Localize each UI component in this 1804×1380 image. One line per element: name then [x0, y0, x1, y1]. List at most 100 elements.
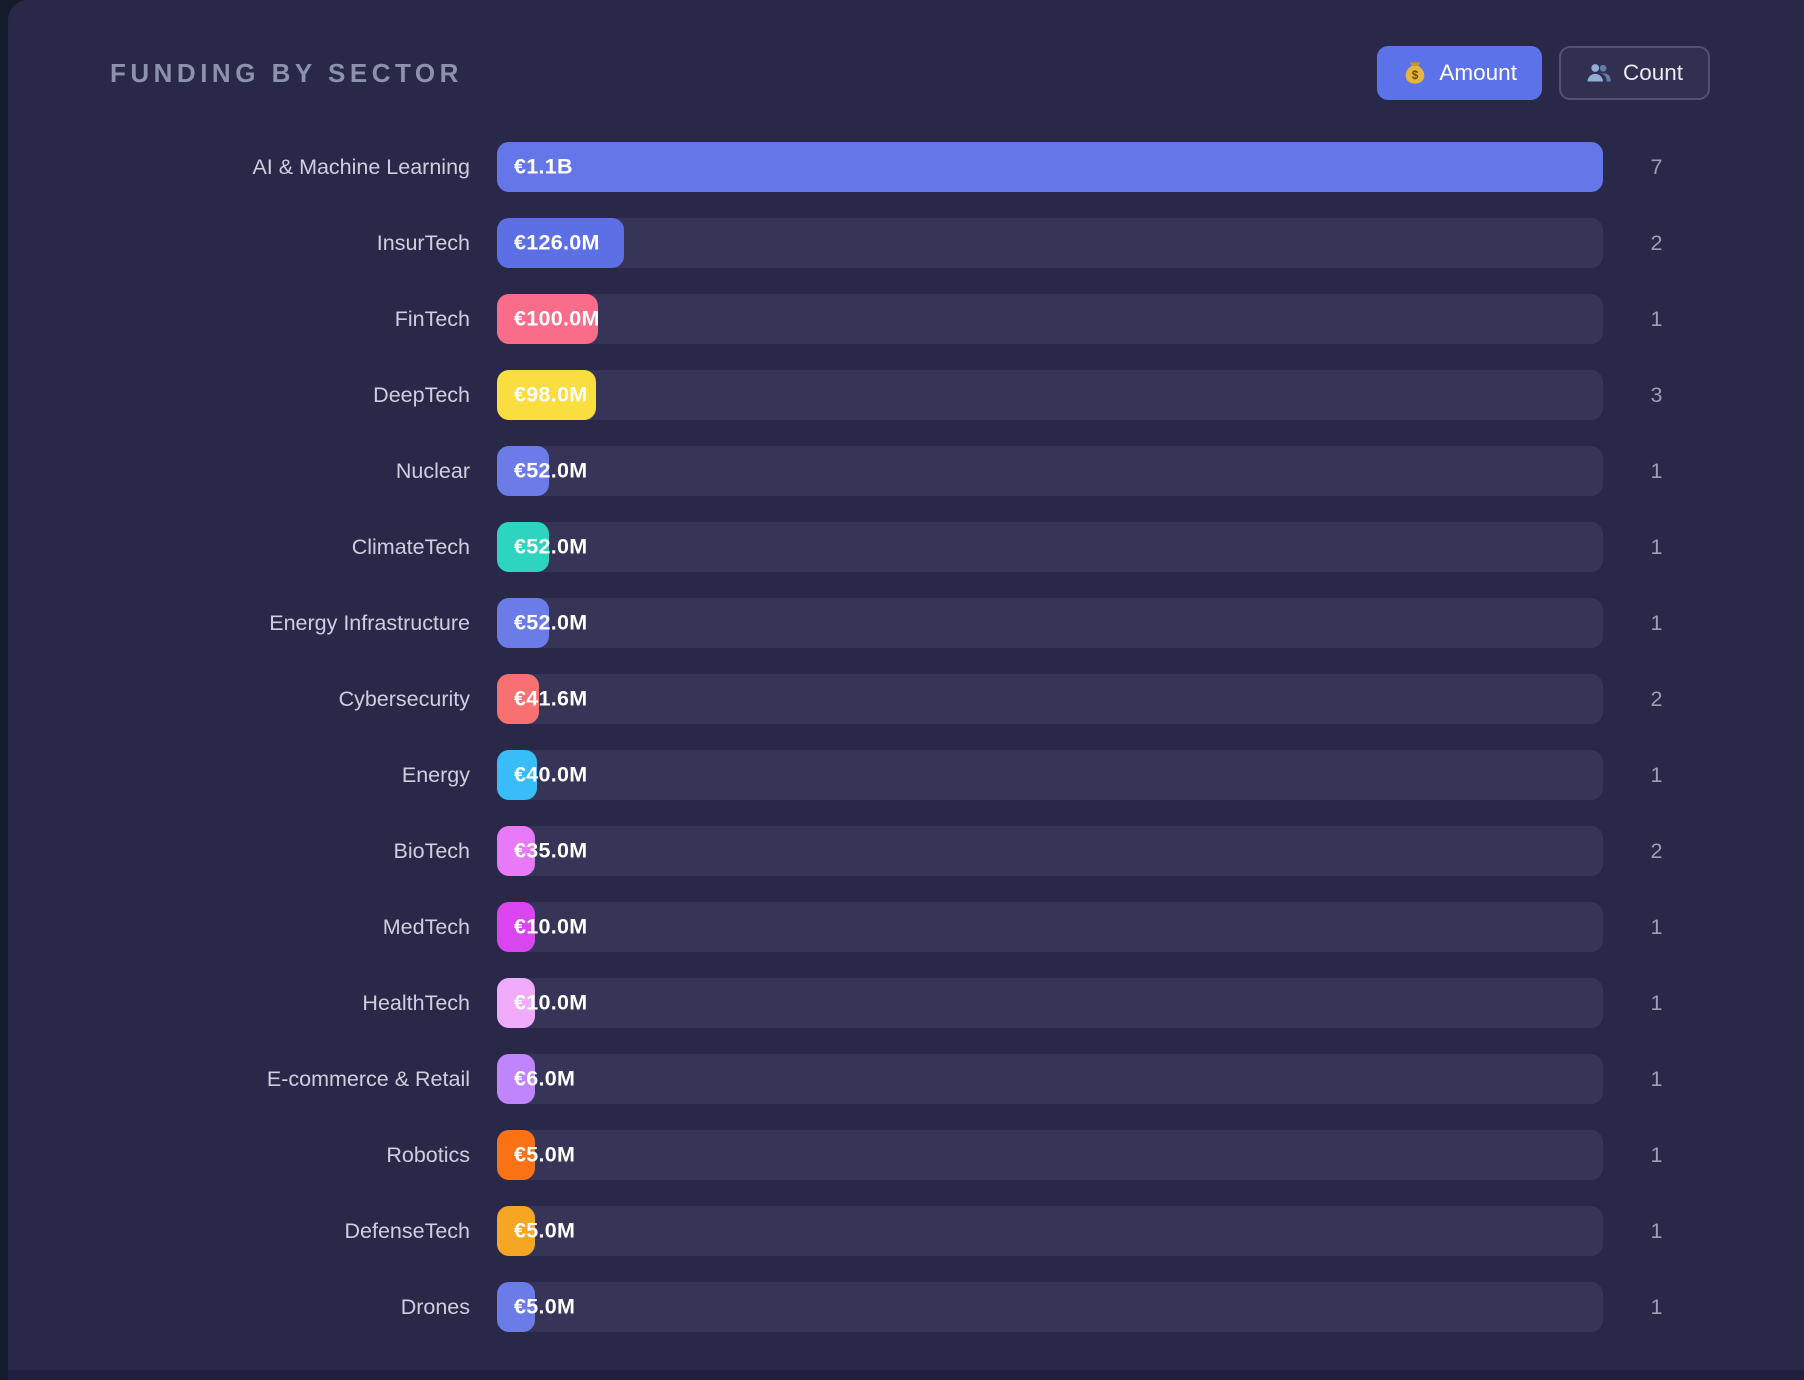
sector-label: Cybersecurity: [338, 686, 470, 711]
sector-label: HealthTech: [362, 990, 470, 1015]
bar-track: €10.0M: [497, 902, 1603, 952]
funding-value: €5.0M: [514, 1142, 576, 1167]
sector-row: Robotics €5.0M 1: [110, 1130, 1710, 1180]
sector-row: Drones €5.0M 1: [110, 1282, 1710, 1332]
sector-row: E-commerce & Retail €6.0M 1: [110, 1054, 1710, 1104]
sector-label: MedTech: [382, 914, 470, 939]
funding-value: €100.0M: [514, 306, 600, 331]
sector-row: ClimateTech €52.0M 1: [110, 522, 1710, 572]
funding-value: €5.0M: [514, 1294, 576, 1319]
funding-value: €98.0M: [514, 382, 588, 407]
view-toggle-group: $ Amount: [1377, 46, 1710, 100]
sector-row: DefenseTech €5.0M 1: [110, 1206, 1710, 1256]
sector-label: Drones: [400, 1294, 470, 1319]
funding-bar[interactable]: [497, 598, 550, 648]
sector-row: AI & Machine Learning €1.1B 7: [110, 142, 1710, 192]
users-icon: [1586, 60, 1612, 86]
sector-row: Nuclear €52.0M 1: [110, 446, 1710, 496]
deal-count: 2: [1650, 686, 1663, 711]
funding-value: €52.0M: [514, 458, 588, 483]
bar-track: €35.0M: [497, 826, 1603, 876]
funding-bar[interactable]: [497, 522, 550, 572]
funding-value: €10.0M: [514, 914, 588, 939]
bar-track: €6.0M: [497, 1054, 1603, 1104]
count-toggle-label: Count: [1622, 60, 1683, 85]
bar-track: €40.0M: [497, 750, 1603, 800]
funding-bar[interactable]: [497, 674, 539, 724]
bar-track: €52.0M: [497, 446, 1603, 496]
sector-label: DeepTech: [373, 382, 470, 407]
bar-track: €5.0M: [497, 1206, 1603, 1256]
amount-toggle-label: Amount: [1439, 60, 1517, 85]
bar-track: €52.0M: [497, 522, 1603, 572]
sector-label: Robotics: [386, 1142, 470, 1167]
sector-label: Nuclear: [395, 458, 470, 483]
deal-count: 1: [1650, 534, 1663, 559]
funding-value: €35.0M: [514, 838, 588, 863]
bar-track: €126.0M: [497, 218, 1603, 268]
deal-count: 2: [1650, 230, 1663, 255]
sector-label: Energy: [401, 762, 470, 787]
deal-count: 2: [1650, 838, 1663, 863]
count-toggle-button[interactable]: Count: [1558, 46, 1710, 100]
funding-bar[interactable]: [497, 750, 538, 800]
funding-value: €1.1B: [514, 154, 573, 179]
panel-header: FUNDING BY SECTOR $ Amount: [8, 0, 1804, 100]
funding-bar[interactable]: [497, 370, 596, 420]
funding-by-sector-panel: FUNDING BY SECTOR $ Amount: [8, 0, 1804, 1380]
funding-bar[interactable]: [497, 1054, 535, 1104]
sector-label: DefenseTech: [344, 1218, 471, 1243]
funding-bar[interactable]: [497, 902, 535, 952]
bar-track: €41.6M: [497, 674, 1603, 724]
deal-count: 1: [1650, 914, 1663, 939]
funding-value: €10.0M: [514, 990, 588, 1015]
funding-bar-chart: AI & Machine Learning €1.1B 7 InsurTech €126…: [8, 142, 1804, 1332]
bottom-divider: [8, 1370, 1804, 1380]
funding-value: €40.0M: [514, 762, 588, 787]
funding-bar[interactable]: [497, 1130, 535, 1180]
bar-track: €1.1B: [497, 142, 1603, 192]
deal-count: 1: [1650, 1294, 1663, 1319]
deal-count: 1: [1650, 990, 1663, 1015]
panel-title: FUNDING BY SECTOR: [110, 57, 463, 88]
svg-text:$: $: [1412, 68, 1419, 82]
funding-bar[interactable]: [497, 218, 624, 268]
deal-count: 1: [1650, 306, 1663, 331]
bar-track: €5.0M: [497, 1282, 1603, 1332]
funding-bar[interactable]: [497, 446, 550, 496]
sector-label: FinTech: [394, 306, 470, 331]
sector-row: MedTech €10.0M 1: [110, 902, 1710, 952]
sector-label: E-commerce & Retail: [266, 1066, 470, 1091]
funding-value: €52.0M: [514, 534, 588, 559]
deal-count: 1: [1650, 1066, 1663, 1091]
bar-track: €52.0M: [497, 598, 1603, 648]
funding-bar[interactable]: [497, 142, 1603, 192]
sector-row: Cybersecurity €41.6M 2: [110, 674, 1710, 724]
sector-label: BioTech: [393, 838, 471, 863]
funding-bar[interactable]: [497, 1282, 535, 1332]
sector-row: Energy Infrastructure €52.0M 1: [110, 598, 1710, 648]
amount-toggle-button[interactable]: $ Amount: [1377, 46, 1542, 100]
sector-row: BioTech €35.0M 2: [110, 826, 1710, 876]
funding-value: €126.0M: [514, 230, 600, 255]
deal-count: 1: [1650, 458, 1663, 483]
deal-count: 1: [1650, 762, 1663, 787]
money-bag-icon: $: [1402, 60, 1428, 86]
deal-count: 1: [1650, 1142, 1663, 1167]
sector-row: Energy €40.0M 1: [110, 750, 1710, 800]
sector-label: InsurTech: [376, 230, 470, 255]
bar-track: €10.0M: [497, 978, 1603, 1028]
deal-count: 1: [1650, 1218, 1663, 1243]
deal-count: 3: [1650, 382, 1663, 407]
funding-bar[interactable]: [497, 826, 535, 876]
funding-value: €6.0M: [514, 1066, 576, 1091]
sector-row: FinTech €100.0M 1: [110, 294, 1710, 344]
sector-label: ClimateTech: [351, 534, 470, 559]
bar-track: €5.0M: [497, 1130, 1603, 1180]
sector-label: AI & Machine Learning: [252, 154, 470, 179]
funding-bar[interactable]: [497, 1206, 535, 1256]
sector-row: HealthTech €10.0M 1: [110, 978, 1710, 1028]
funding-bar[interactable]: [497, 978, 535, 1028]
funding-bar[interactable]: [497, 294, 598, 344]
sector-label: Energy Infrastructure: [269, 610, 470, 635]
